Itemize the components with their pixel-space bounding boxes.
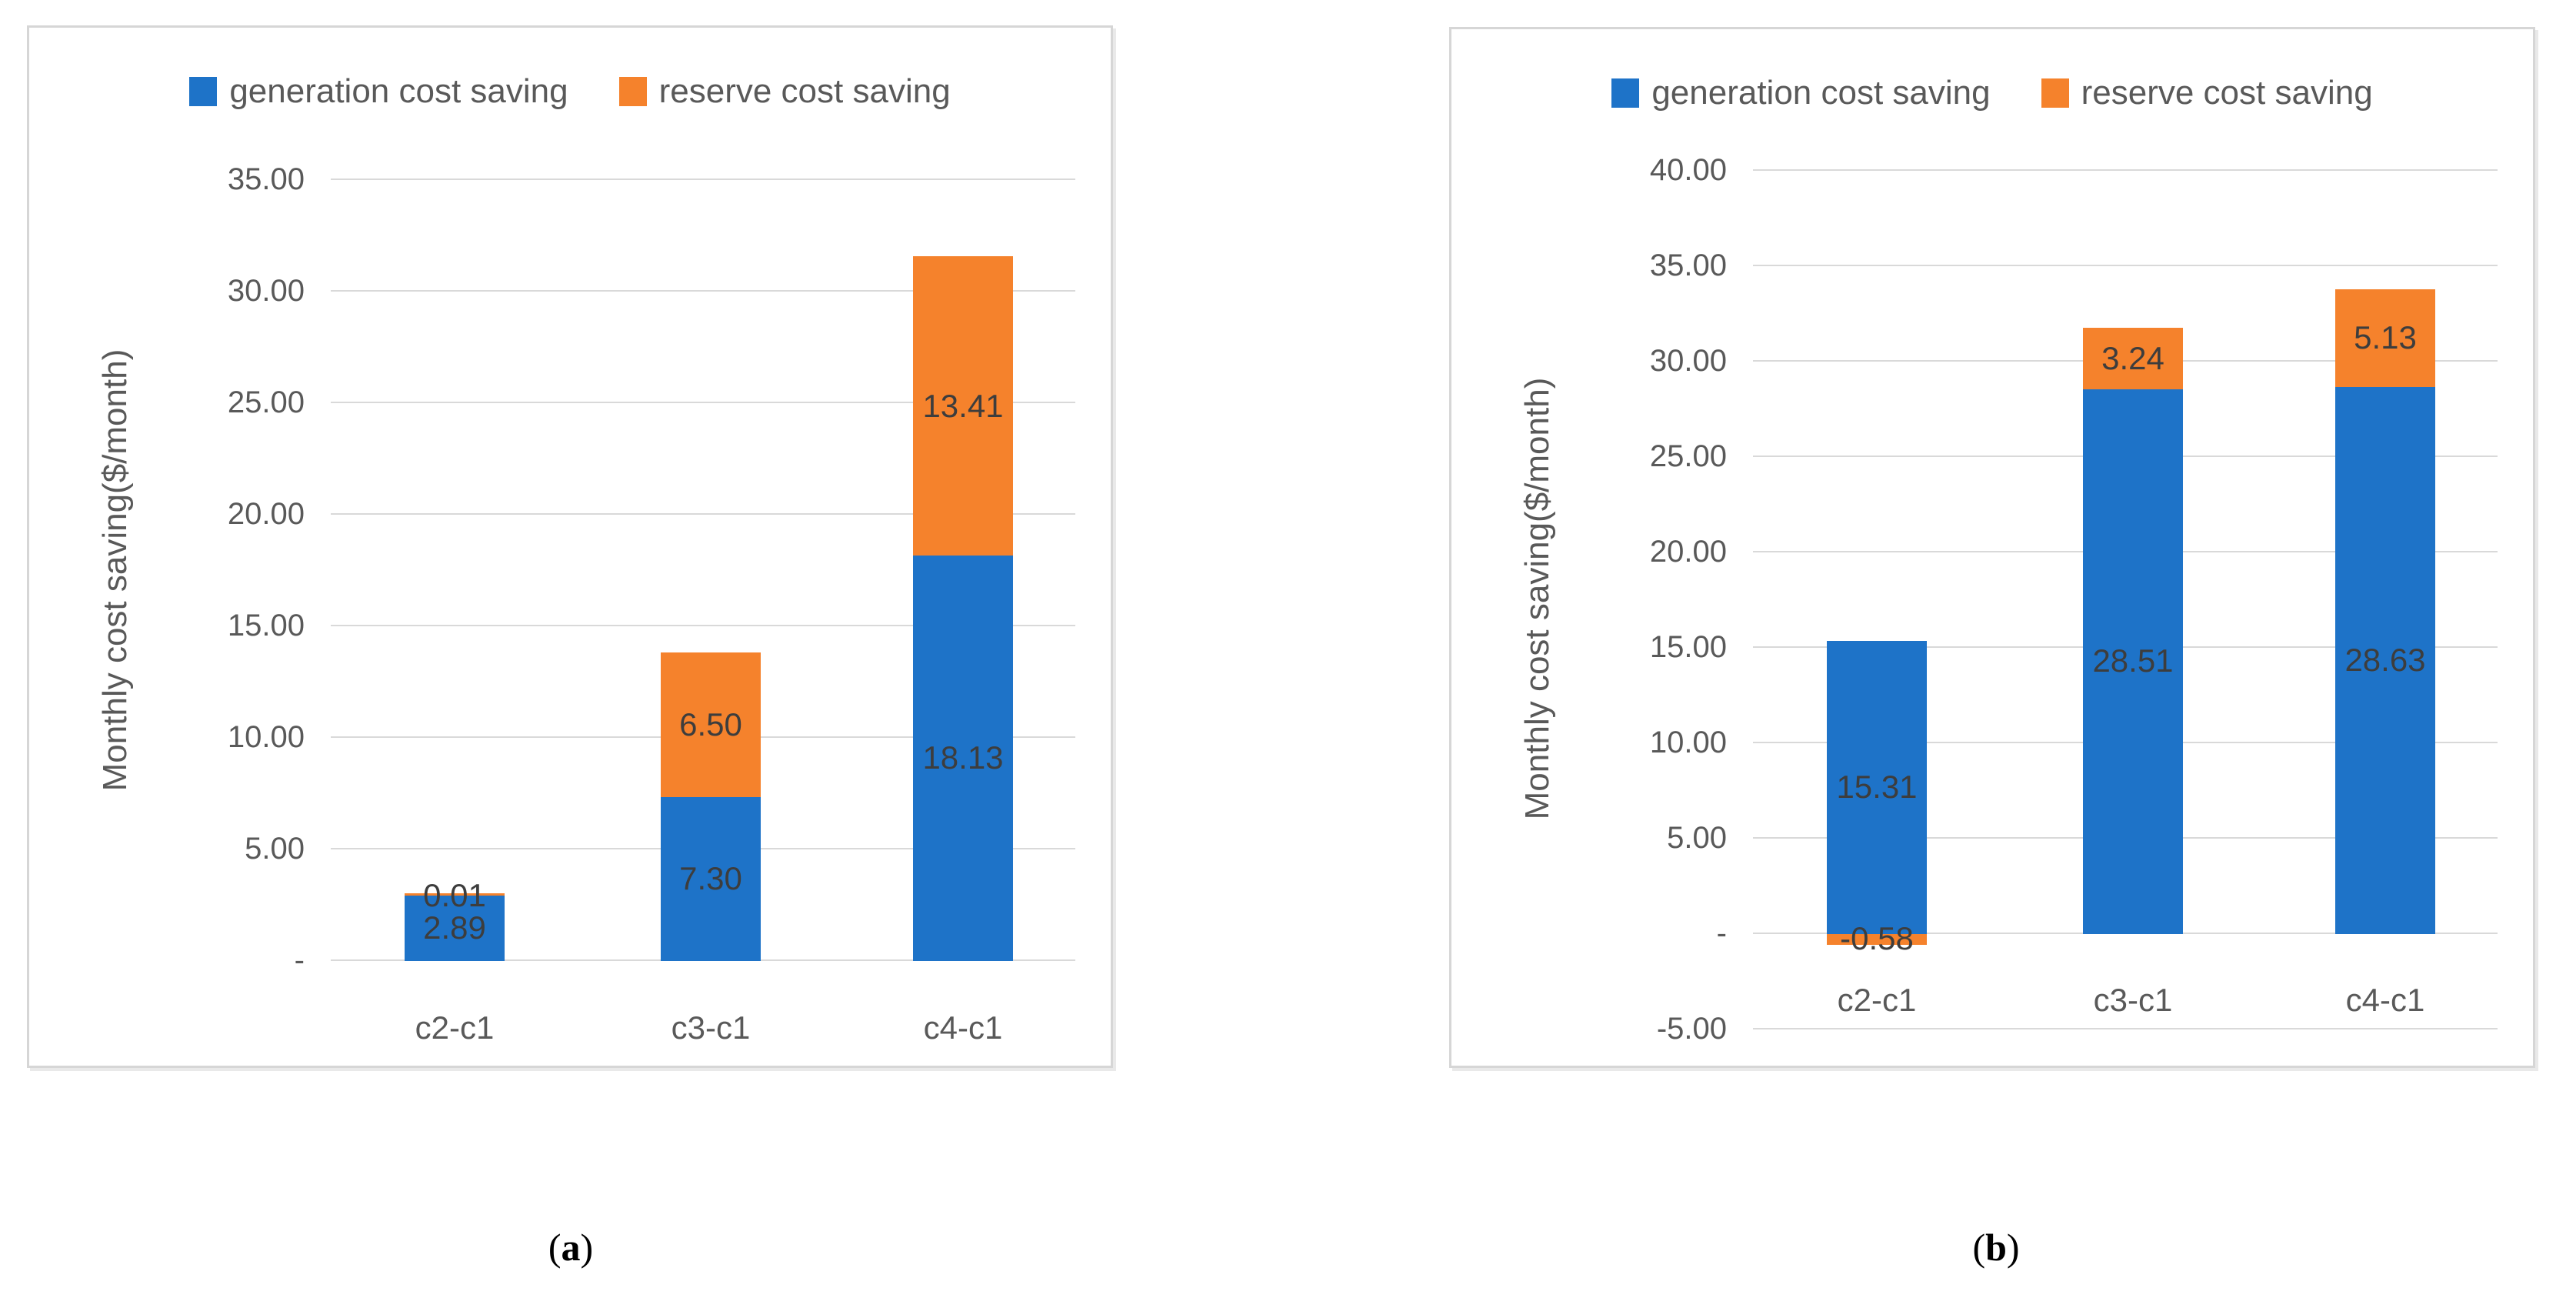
- y-tick-label: -: [294, 943, 305, 977]
- y-tick-label: -: [1716, 916, 1727, 950]
- x-category-label: c3-c1: [2093, 982, 2173, 1018]
- gridline: [1753, 1028, 2498, 1029]
- caption-b-open: (: [1972, 1226, 1986, 1269]
- bar-value-label: 6.50: [679, 706, 742, 743]
- bar-value-label: 0.01: [423, 877, 486, 914]
- y-tick-label: 15.00: [227, 609, 305, 642]
- x-category-label: c2-c1: [1837, 982, 1917, 1018]
- bar-generation-segment: [2335, 386, 2435, 934]
- bar-value-label: 7.30: [679, 860, 742, 897]
- bar-value-label: 3.24: [2101, 339, 2164, 376]
- bar-generation-segment: [1827, 641, 1927, 934]
- bar-value-label: 28.51: [2092, 642, 2174, 679]
- y-tick-label: -5.00: [1656, 1012, 1727, 1046]
- y-tick-label: 25.00: [1649, 439, 1727, 473]
- generation-legend-swatch: [1611, 78, 1640, 108]
- bar-reserve-segment: [2335, 289, 2435, 387]
- y-tick-label: 25.00: [227, 385, 305, 419]
- gridline: [331, 402, 1075, 403]
- y-tick-label: 35.00: [227, 162, 305, 196]
- legend-label-generation: generation cost saving: [229, 72, 568, 110]
- gridline: [331, 625, 1075, 626]
- legend-item-reserve: reserve cost saving: [2041, 74, 2373, 112]
- bar-value-label: 5.13: [2354, 319, 2417, 356]
- legend-item-generation: generation cost saving: [189, 72, 568, 111]
- bar-value-label: 2.89: [423, 909, 486, 946]
- chart-panel-b: generation cost saving reserve cost savi…: [1449, 27, 2535, 1068]
- gridline: [331, 513, 1075, 515]
- bar-generation-segment: [405, 896, 505, 961]
- gridline: [331, 179, 1075, 180]
- y-tick-label: 35.00: [1649, 249, 1727, 282]
- bar-value-label: 18.13: [922, 739, 1004, 776]
- caption-a-letter: a: [561, 1226, 581, 1269]
- x-category-label: c2-c1: [415, 1009, 495, 1046]
- legend-item-reserve: reserve cost saving: [618, 72, 951, 111]
- y-tick-label: 20.00: [1649, 535, 1727, 569]
- bar-reserve-segment: [2083, 327, 2183, 389]
- legend-label-generation: generation cost saving: [1651, 74, 1991, 112]
- caption-a-close: ): [580, 1226, 594, 1269]
- bar-generation-segment: [661, 797, 761, 961]
- bar-value-label: 28.63: [2344, 641, 2426, 678]
- y-tick-label: 30.00: [227, 274, 305, 308]
- bar-generation-segment: [2083, 389, 2183, 934]
- y-tick-label: 40.00: [1649, 153, 1727, 187]
- caption-b: (b): [1904, 1225, 2088, 1270]
- x-category-label: c4-c1: [923, 1009, 1003, 1046]
- gridline: [1753, 265, 2498, 266]
- legend-item-generation: generation cost saving: [1611, 74, 1991, 112]
- bar-value-label: 15.31: [1836, 769, 1918, 806]
- legend-b: generation cost saving reserve cost savi…: [1451, 74, 2533, 112]
- bar-generation-segment: [913, 556, 1013, 961]
- reserve-legend-swatch: [2041, 78, 2069, 108]
- caption-b-letter: b: [1985, 1226, 2007, 1269]
- legend-label-reserve: reserve cost saving: [2081, 74, 2373, 112]
- y-tick-label: 5.00: [1667, 821, 1727, 855]
- caption-b-close: ): [2006, 1226, 2020, 1269]
- y-tick-label: 30.00: [1649, 344, 1727, 378]
- bar-reserve-segment: [913, 256, 1013, 556]
- x-category-label: c4-c1: [2345, 982, 2425, 1018]
- bar-reserve-segment: [1827, 934, 1927, 946]
- caption-a: (a): [478, 1225, 663, 1270]
- y-tick-label: 5.00: [245, 832, 305, 866]
- reserve-legend-swatch: [618, 77, 647, 106]
- legend-a: generation cost saving reserve cost savi…: [29, 72, 1111, 111]
- caption-a-open: (: [548, 1226, 562, 1269]
- y-tick-label: 20.00: [227, 497, 305, 531]
- bar-reserve-segment: [661, 652, 761, 798]
- bar-reserve-segment: [405, 893, 505, 896]
- legend-label-reserve: reserve cost saving: [658, 72, 951, 110]
- y-tick-label: 10.00: [227, 720, 305, 754]
- gridline: [1753, 169, 2498, 171]
- generation-legend-swatch: [189, 77, 218, 106]
- chart-panel-a: generation cost saving reserve cost savi…: [27, 25, 1113, 1068]
- y-tick-label: 10.00: [1649, 726, 1727, 759]
- gridline: [331, 290, 1075, 292]
- bar-value-label: 13.41: [922, 387, 1004, 424]
- y-tick-label: 15.00: [1649, 630, 1727, 664]
- x-category-label: c3-c1: [671, 1009, 751, 1046]
- bar-value-label: -0.58: [1840, 920, 1914, 957]
